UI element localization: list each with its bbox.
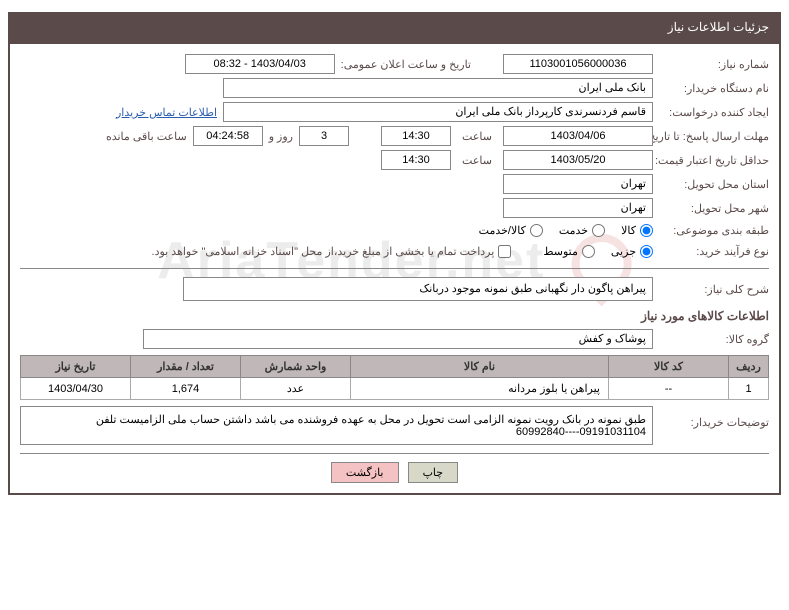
radio-small-label: جزیی bbox=[611, 245, 636, 258]
row-city: شهر محل تحویل: تهران bbox=[20, 198, 769, 218]
radio-medium[interactable]: متوسط bbox=[543, 245, 595, 258]
validity-time: 14:30 bbox=[381, 150, 451, 170]
panel-header: جزئیات اطلاعات نیاز bbox=[8, 12, 781, 42]
cell-row: 1 bbox=[729, 378, 769, 400]
remain-label: ساعت باقی مانده bbox=[106, 128, 187, 145]
radio-goods[interactable]: کالا bbox=[621, 224, 653, 237]
divider-2 bbox=[20, 453, 769, 454]
validity-date: 1403/05/20 bbox=[503, 150, 653, 170]
deadline-date: 1403/04/06 bbox=[503, 126, 653, 146]
radio-small-input[interactable] bbox=[640, 245, 653, 258]
city-label: شهر محل تحویل: bbox=[659, 200, 769, 217]
buyer-org-value: بانک ملی ایران bbox=[223, 78, 653, 98]
cell-name: پیراهن یا بلوز مردانه bbox=[351, 378, 609, 400]
days-remaining: 3 bbox=[299, 126, 349, 146]
row-process: نوع فرآیند خرید: جزیی متوسط پرداخت تمام … bbox=[20, 243, 769, 260]
back-button[interactable]: بازگشت bbox=[331, 462, 399, 483]
buyer-desc-value: طبق نمونه در بانک رویت نمونه الزامی است … bbox=[20, 406, 653, 445]
buyer-org-label: نام دستگاه خریدار: bbox=[659, 80, 769, 97]
radio-small[interactable]: جزیی bbox=[611, 245, 653, 258]
cell-unit: عدد bbox=[241, 378, 351, 400]
divider-1 bbox=[20, 268, 769, 269]
payment-note-check[interactable]: پرداخت تمام یا بخشی از مبلغ خرید،از محل … bbox=[152, 245, 512, 258]
print-button[interactable]: چاپ bbox=[408, 462, 459, 483]
requester-label: ایجاد کننده درخواست: bbox=[659, 104, 769, 121]
radio-goods-label: کالا bbox=[621, 224, 636, 237]
announce-value: 1403/04/03 - 08:32 bbox=[185, 54, 335, 74]
buyer-desc-label: توضیحات خریدار: bbox=[659, 406, 769, 431]
panel-title: جزئیات اطلاعات نیاز bbox=[668, 20, 769, 34]
payment-note-text: پرداخت تمام یا بخشی از مبلغ خرید،از محل … bbox=[152, 245, 495, 258]
row-deadline: مهلت ارسال پاسخ: تا تاریخ: 1403/04/06 سا… bbox=[20, 126, 769, 146]
category-radio-group: کالا خدمت کالا/خدمت bbox=[479, 224, 653, 237]
th-name: نام کالا bbox=[351, 356, 609, 378]
row-category: طبقه بندی موضوعی: کالا خدمت کالا/خدمت bbox=[20, 222, 769, 239]
row-goods-group: گروه کالا: پوشاک و کفش bbox=[20, 329, 769, 349]
radio-both-input[interactable] bbox=[530, 224, 543, 237]
th-date: تاریخ نیاز bbox=[21, 356, 131, 378]
row-buyer-org: نام دستگاه خریدار: بانک ملی ایران bbox=[20, 78, 769, 98]
cell-date: 1403/04/30 bbox=[21, 378, 131, 400]
goods-group-label: گروه کالا: bbox=[659, 331, 769, 348]
th-unit: واحد شمارش bbox=[241, 356, 351, 378]
th-code: کد کالا bbox=[609, 356, 729, 378]
countdown: 04:24:58 bbox=[193, 126, 263, 146]
goods-group-value: پوشاک و کفش bbox=[143, 329, 653, 349]
table-header-row: ردیف کد کالا نام کالا واحد شمارش تعداد /… bbox=[21, 356, 769, 378]
city-value: تهران bbox=[503, 198, 653, 218]
row-validity: حداقل تاریخ اعتبار قیمت: تا تاریخ: 1403/… bbox=[20, 150, 769, 170]
radio-goods-input[interactable] bbox=[640, 224, 653, 237]
radio-medium-label: متوسط bbox=[543, 245, 578, 258]
cell-code: -- bbox=[609, 378, 729, 400]
th-qty: تعداد / مقدار bbox=[131, 356, 241, 378]
button-bar: چاپ بازگشت bbox=[20, 462, 769, 483]
requester-value: قاسم فردنسرندی کارپرداز بانک ملی ایران bbox=[223, 102, 653, 122]
days-and-label: روز و bbox=[269, 128, 293, 145]
buyer-contact-link[interactable]: اطلاعات تماس خریدار bbox=[116, 106, 217, 119]
validity-label: حداقل تاریخ اعتبار قیمت: تا تاریخ: bbox=[639, 152, 769, 169]
th-row: ردیف bbox=[729, 356, 769, 378]
goods-table: ردیف کد کالا نام کالا واحد شمارش تعداد /… bbox=[20, 355, 769, 400]
goods-info-title: اطلاعات کالاهای مورد نیاز bbox=[20, 309, 769, 323]
radio-both-label: کالا/خدمت bbox=[479, 224, 526, 237]
process-label: نوع فرآیند خرید: bbox=[659, 243, 769, 260]
radio-both[interactable]: کالا/خدمت bbox=[479, 224, 543, 237]
radio-service[interactable]: خدمت bbox=[559, 224, 605, 237]
row-requester: ایجاد کننده درخواست: قاسم فردنسرندی کارپ… bbox=[20, 102, 769, 122]
province-value: تهران bbox=[503, 174, 653, 194]
deadline-label: مهلت ارسال پاسخ: تا تاریخ: bbox=[659, 128, 769, 145]
category-label: طبقه بندی موضوعی: bbox=[659, 222, 769, 239]
time-label-1: ساعت bbox=[457, 128, 497, 145]
table-row: 1 -- پیراهن یا بلوز مردانه عدد 1,674 140… bbox=[21, 378, 769, 400]
row-province: استان محل تحویل: تهران bbox=[20, 174, 769, 194]
cell-qty: 1,674 bbox=[131, 378, 241, 400]
need-no-value: 1103001056000036 bbox=[503, 54, 653, 74]
radio-service-label: خدمت bbox=[559, 224, 588, 237]
general-desc-label: شرح کلی نیاز: bbox=[659, 281, 769, 298]
row-need-number: شماره نیاز: 1103001056000036 تاریخ و ساع… bbox=[20, 54, 769, 74]
announce-label: تاریخ و ساعت اعلان عمومی: bbox=[341, 56, 471, 73]
deadline-time: 14:30 bbox=[381, 126, 451, 146]
radio-service-input[interactable] bbox=[592, 224, 605, 237]
need-no-label: شماره نیاز: bbox=[659, 56, 769, 73]
general-desc-value: پیراهن پاگون دار نگهبانی طبق نمونه موجود… bbox=[183, 277, 653, 301]
payment-checkbox[interactable] bbox=[498, 245, 511, 258]
radio-medium-input[interactable] bbox=[582, 245, 595, 258]
main-panel: AriaTender.net شماره نیاز: 1103001056000… bbox=[8, 42, 781, 495]
process-radio-group: جزیی متوسط bbox=[543, 245, 653, 258]
row-buyer-desc: توضیحات خریدار: طبق نمونه در بانک رویت ن… bbox=[20, 406, 769, 445]
time-label-2: ساعت bbox=[457, 152, 497, 169]
province-label: استان محل تحویل: bbox=[659, 176, 769, 193]
row-general-desc: شرح کلی نیاز: پیراهن پاگون دار نگهبانی ط… bbox=[20, 277, 769, 301]
